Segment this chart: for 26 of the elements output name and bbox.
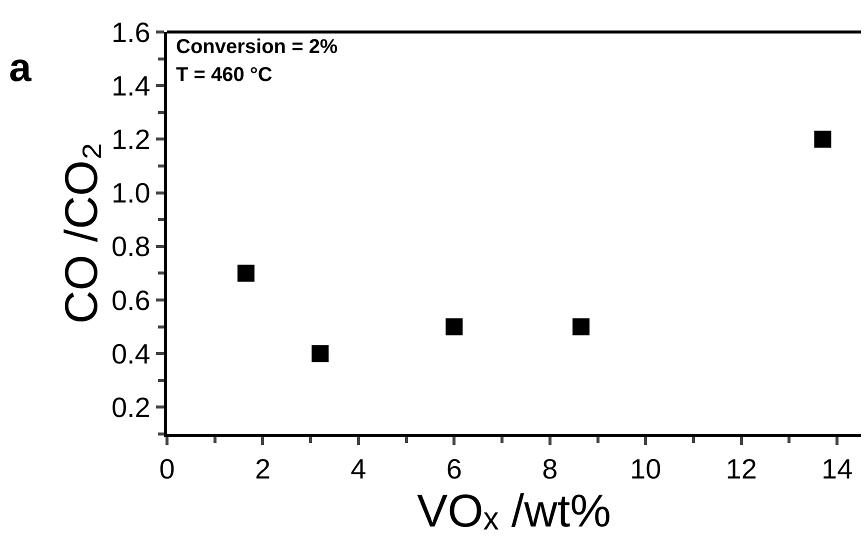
y-tick-label: 1.4 (111, 70, 150, 102)
x-axis-title: VOₓ /wt% (416, 484, 612, 537)
y-tick-label: 1.2 (111, 124, 150, 155)
y-tick-label: 0.6 (111, 284, 150, 316)
x-tick-label: 12 (726, 454, 757, 485)
y-tick-label: 0.4 (111, 338, 150, 370)
x-tick-label: 14 (821, 454, 853, 485)
x-tick-label: 10 (630, 454, 662, 485)
point (312, 345, 329, 362)
y-tick-label: 1.6 (111, 16, 150, 48)
point (446, 318, 463, 336)
y-axis-title: CO /CO₂ (54, 142, 107, 324)
y-tick-label: 1.0 (111, 178, 150, 209)
y-tick-label: 0.8 (111, 231, 150, 262)
point (237, 264, 254, 282)
x-tick-label: 6 (446, 454, 462, 485)
annotation: Conversion = 2% (176, 36, 338, 58)
y-tick-label: 0.2 (111, 392, 150, 423)
x-tick-label: 2 (254, 454, 271, 485)
x-tick-label: 8 (542, 454, 558, 485)
annotation: T = 460 °C (176, 64, 272, 86)
text: a (9, 46, 32, 90)
x-tick-label: 0 (159, 454, 175, 485)
point (814, 130, 832, 148)
x-tick-label: 4 (350, 454, 366, 485)
point (572, 318, 590, 336)
